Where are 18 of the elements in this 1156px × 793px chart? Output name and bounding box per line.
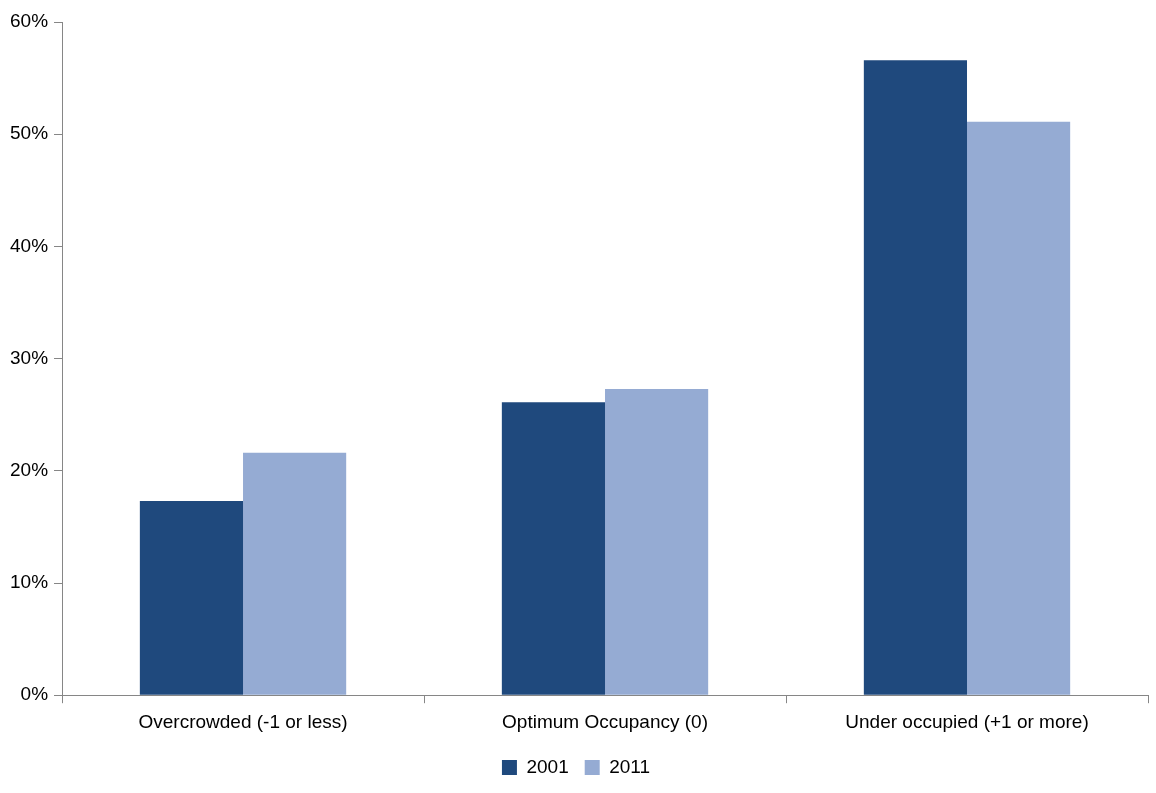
- y-tick-label: 10%: [10, 571, 49, 593]
- y-tick-label: 50%: [10, 122, 49, 144]
- x-tick-label: Optimum Occupancy (0): [502, 710, 708, 732]
- bar: [243, 452, 347, 695]
- y-tick-label: 30%: [10, 346, 49, 368]
- y-tick-label: 20%: [10, 459, 49, 481]
- x-tick-label: Overcrowded (-1 or less): [138, 710, 348, 732]
- bar: [501, 402, 606, 695]
- y-tick-label: 0%: [20, 683, 49, 705]
- y-tick-label: 40%: [10, 234, 49, 256]
- bar: [863, 60, 968, 695]
- bar: [967, 121, 1071, 695]
- bar: [605, 388, 709, 695]
- legend-label: 2011: [609, 755, 651, 777]
- bar: [139, 501, 244, 695]
- legend-label: 2001: [526, 755, 569, 777]
- x-tick-label: Under occupied (+1 or more): [845, 710, 1089, 732]
- y-tick-label: 60%: [10, 10, 49, 32]
